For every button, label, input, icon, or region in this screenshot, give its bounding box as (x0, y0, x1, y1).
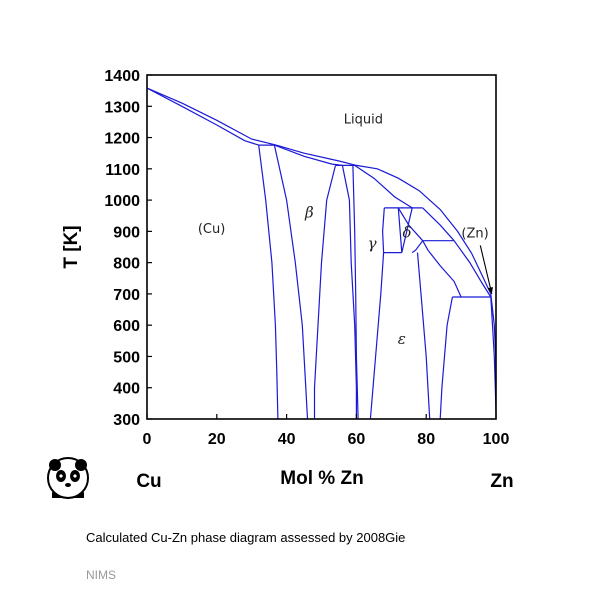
phase-label: ε (398, 330, 406, 348)
phase-boundary (453, 240, 492, 298)
boundary-lines (146, 87, 497, 420)
y-tick-label: 800 (113, 256, 140, 273)
x-tick-label: 80 (417, 431, 435, 448)
y-tick-label: 1400 (104, 68, 140, 85)
axis-ticks (146, 74, 497, 420)
cu-endpoint-label: Cu (136, 471, 161, 492)
phase-boundary (369, 252, 385, 420)
phase-boundary (273, 144, 309, 420)
x-tick-label: 20 (208, 431, 226, 448)
figure-caption: Calculated Cu-Zn phase diagram assessed … (86, 530, 406, 545)
y-tick-label: 1100 (105, 162, 140, 179)
y-tick-label: 500 (113, 349, 140, 366)
phase-boundary (258, 145, 279, 420)
x-axis-title: Mol % Zn (280, 468, 363, 489)
y-tick-label: 900 (113, 224, 140, 241)
y-tick-label: 1000 (104, 193, 140, 210)
phase-boundary (422, 240, 462, 298)
phase-label: Liquid (344, 112, 383, 127)
credit-label: NIMS (86, 568, 116, 582)
phase-boundary (397, 207, 424, 242)
phase-boundary (352, 165, 359, 420)
phase-boundary (274, 144, 343, 166)
phase-label: δ (402, 224, 411, 242)
phase-labels: Liquid (Cu) β γ δ ε (Zn) (198, 112, 489, 347)
x-tick-label: 60 (348, 431, 366, 448)
phase-label: β (304, 203, 314, 221)
phase-boundary (275, 144, 357, 166)
phase-label: γ (368, 235, 377, 253)
phase-boundary (416, 252, 431, 420)
phase-label: (Cu) (198, 222, 225, 237)
y-tick-label: 700 (113, 287, 140, 304)
zn-endpoint-label: Zn (490, 471, 513, 492)
phase-boundary (411, 240, 424, 254)
phase-boundary (146, 87, 259, 146)
panda-icon (47, 457, 89, 499)
x-tick-label: 0 (143, 431, 152, 448)
zn-arrow (479, 245, 493, 295)
phase-boundary (422, 207, 455, 242)
phase-label: (Zn) (461, 227, 488, 242)
phase-boundary (381, 207, 385, 253)
x-tick-label: 100 (483, 431, 510, 448)
phase-boundary (356, 164, 497, 382)
y-tick-label: 400 (113, 381, 140, 398)
phase-boundary (397, 207, 403, 253)
phase-boundary (439, 296, 453, 420)
zn-arrow-head (487, 287, 493, 294)
phase-boundary (146, 87, 277, 146)
phase-boundary (401, 207, 413, 253)
y-tick-label: 300 (113, 412, 140, 429)
phase-boundary (313, 165, 337, 419)
x-tick-label: 40 (278, 431, 296, 448)
plot-frame (146, 74, 497, 420)
phase-boundary (354, 164, 413, 209)
tick-labels: 0 20 40 60 80 100 300 400 500 600 700 800 900 1000 110… (104, 68, 509, 448)
y-tick-label: 600 (113, 318, 140, 335)
y-tick-label: 1200 (104, 131, 140, 148)
phase-boundary (341, 165, 357, 419)
y-tick-label: 1300 (104, 99, 140, 116)
y-axis-title: T [K] (61, 225, 82, 268)
